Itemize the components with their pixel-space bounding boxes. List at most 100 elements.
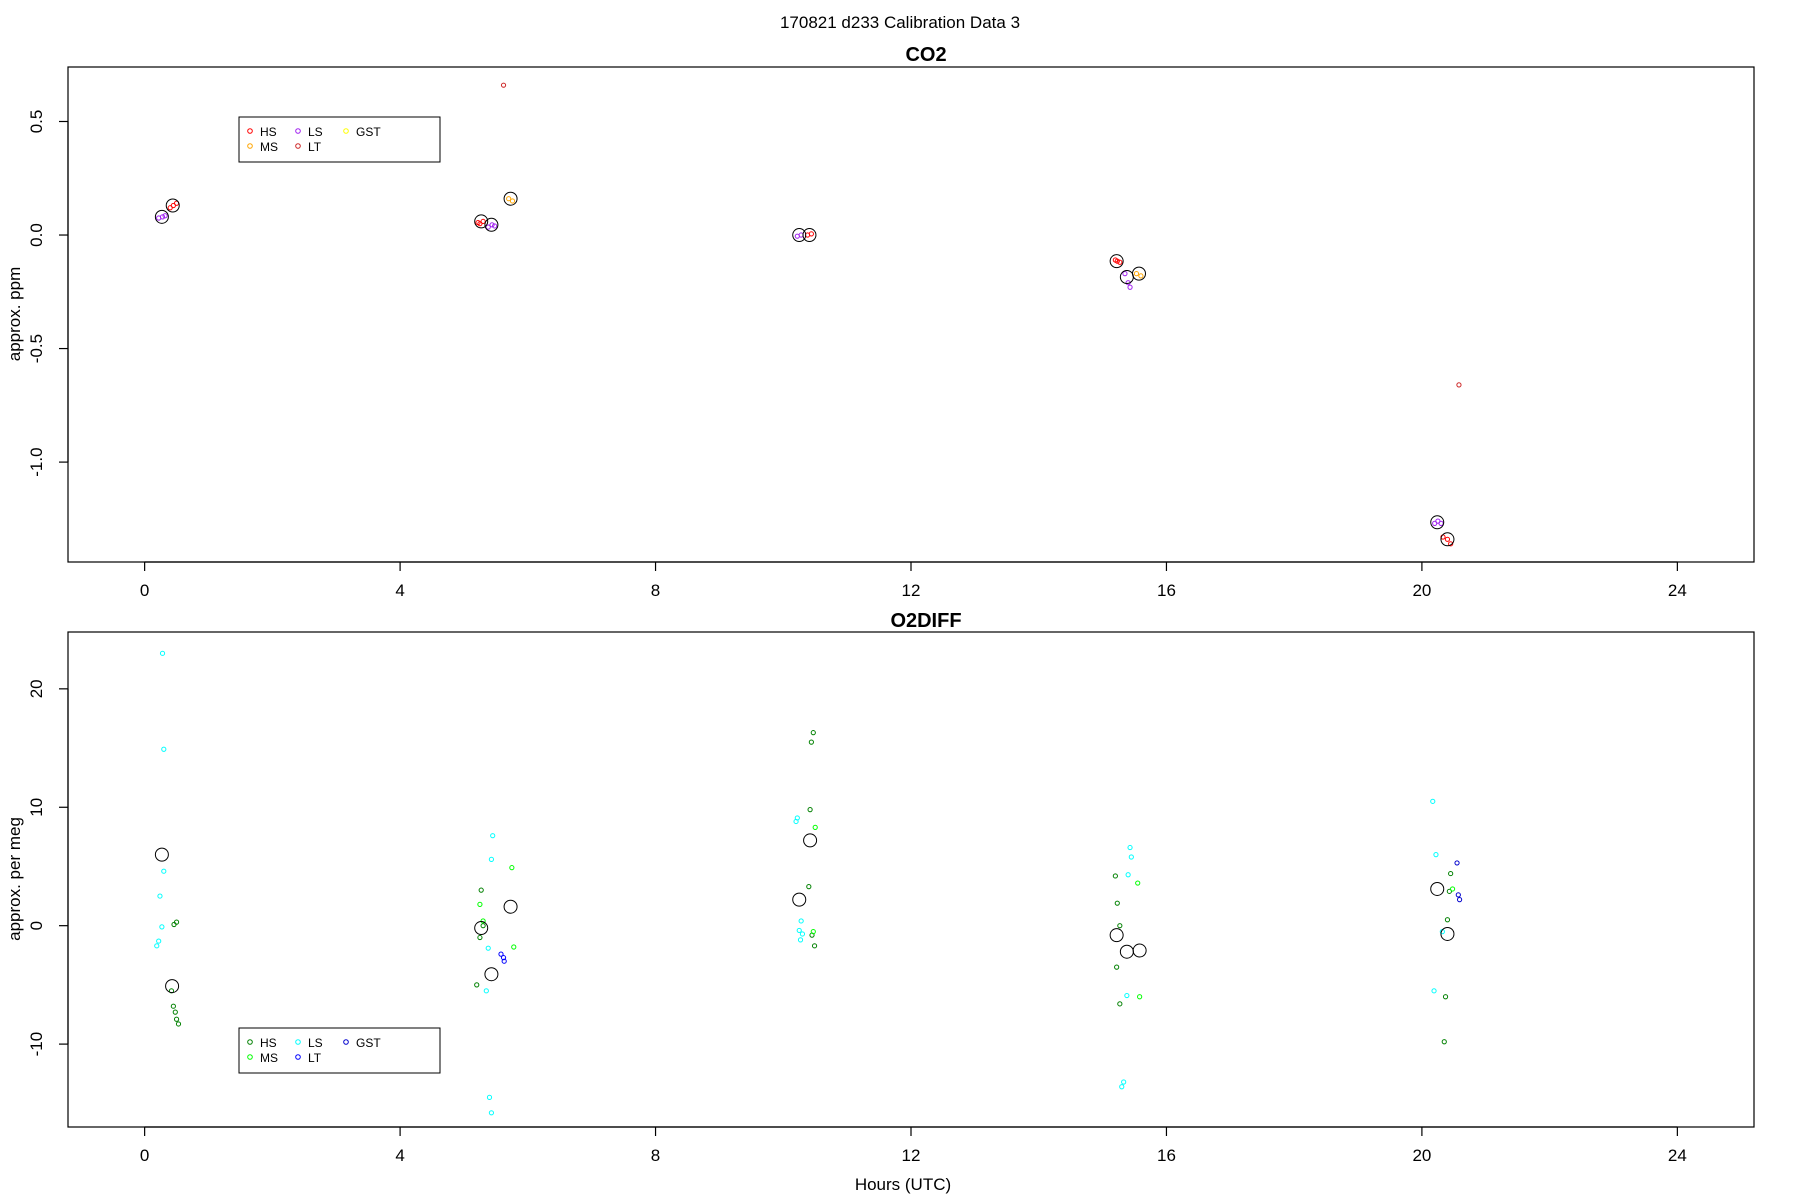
co2-legend-marker-ls <box>295 128 301 134</box>
o2diff-point-hs <box>478 887 484 893</box>
o2diff-point-lt <box>498 951 504 957</box>
o2diff-point-ls <box>793 818 799 825</box>
o2diff-legend-marker-hs <box>247 1039 253 1045</box>
co2-legend-marker-ms <box>247 143 253 149</box>
co2-point-mean <box>165 198 180 213</box>
co2-point-hs <box>1444 536 1451 542</box>
o2diff-point-ls <box>159 924 165 930</box>
co2-x-tick-label: 8 <box>651 581 660 600</box>
o2diff-point-ls <box>161 868 167 874</box>
co2-point-hs <box>1114 258 1120 264</box>
o2diff-point-hs <box>1441 1039 1447 1045</box>
o2diff-point-ls <box>483 988 489 994</box>
co2-point-ms <box>509 198 516 204</box>
co2-point-hs <box>477 221 483 227</box>
co2-y-axis-label: approx. ppm <box>5 267 24 362</box>
co2-legend-marker-hs <box>247 128 253 134</box>
o2diff-point-mean <box>1132 943 1147 958</box>
o2diff-point-ls <box>159 650 166 656</box>
o2diff-point-hs <box>474 982 480 988</box>
o2diff-point-hs <box>1114 964 1120 970</box>
co2-point-ls <box>489 222 495 228</box>
co2-point-ls <box>1438 520 1444 526</box>
co2-panel: CO2 0 4 8 12 16 20 24 -1.0 -0.5 0.0 0.5 approx. pp… <box>5 44 1755 600</box>
o2diff-point-gst <box>1454 860 1460 866</box>
co2-point-mean <box>1109 254 1124 269</box>
co2-y-tick-label: -1.0 <box>27 447 46 476</box>
co2-point-mean <box>503 191 518 206</box>
o2diff-point-hs <box>170 1003 176 1009</box>
o2diff-marks <box>154 650 1463 1116</box>
o2diff-point-mean <box>1430 881 1445 896</box>
o2diff-point-ls <box>1431 988 1437 994</box>
o2diff-point-gst <box>1455 892 1461 898</box>
o2diff-point-ms <box>509 865 515 871</box>
o2diff-point-ls <box>1124 992 1130 999</box>
co2-point-mean <box>792 228 807 243</box>
o2diff-point-ms <box>511 944 517 950</box>
o2diff-point-lt <box>501 958 507 964</box>
o2diff-point-ls <box>1125 872 1131 878</box>
o2diff-point-ls <box>1128 854 1134 860</box>
co2-x-tick-label: 20 <box>1412 581 1431 600</box>
o2diff-x-tick-label: 24 <box>1668 1146 1687 1165</box>
o2diff-point-ls <box>1433 852 1439 858</box>
o2diff-point-mean <box>154 847 169 862</box>
o2diff-y-tick-label: -10 <box>27 1032 46 1057</box>
o2diff-point-ls <box>485 945 491 951</box>
co2-legend-label-gst: GST <box>356 125 381 139</box>
co2-point-ls <box>159 214 166 220</box>
co2-point-ms <box>1138 273 1144 279</box>
o2diff-x-tick-label: 16 <box>1157 1146 1176 1165</box>
o2diff-x-axis-label: Hours (UTC) <box>855 1175 951 1194</box>
co2-point-lt <box>500 82 507 88</box>
co2-point-ls <box>492 223 498 229</box>
o2diff-panel: O2DIFF 0 4 8 12 16 20 24 -10 0 10 20 approx. per m… <box>5 610 1755 1194</box>
o2diff-point-ms <box>477 901 483 907</box>
o2diff-x-tick-label: 4 <box>395 1146 404 1165</box>
o2diff-point-ls <box>486 1094 493 1100</box>
o2diff-y-tick-label: 10 <box>27 798 46 817</box>
co2-point-mean <box>802 228 817 243</box>
o2diff-point-ls <box>1119 1084 1125 1090</box>
o2diff-point-hs <box>811 943 818 949</box>
co2-x-tick-label: 24 <box>1668 581 1687 600</box>
o2diff-x-tick-label: 20 <box>1412 1146 1431 1165</box>
o2diff-point-ms <box>1137 994 1143 1000</box>
o2diff-point-mean <box>803 833 818 848</box>
o2diff-point-mean <box>1109 928 1124 943</box>
co2-legend-label-ms: MS <box>260 140 278 154</box>
co2-axes: 0 4 8 12 16 20 24 -1.0 -0.5 0.0 0.5 <box>27 110 1687 600</box>
o2diff-point-lt <box>500 955 507 961</box>
co2-point-mean <box>1430 515 1445 530</box>
co2-point-mean <box>154 209 169 224</box>
o2diff-legend-label-ms: MS <box>260 1051 278 1065</box>
o2diff-legend-marker-gst <box>343 1039 349 1045</box>
o2diff-point-hs <box>1112 873 1118 879</box>
o2diff-point-hs <box>175 1021 182 1027</box>
co2-point-ls <box>162 213 168 219</box>
o2diff-point-ls <box>490 833 496 839</box>
o2diff-point-hs <box>807 807 813 813</box>
o2diff-legend-label-ls: LS <box>308 1036 323 1050</box>
o2diff-point-ls <box>797 937 804 943</box>
co2-legend-label-hs: HS <box>260 125 277 139</box>
o2diff-point-hs <box>171 921 177 928</box>
figure-title: 170821 d233 Calibration Data 3 <box>780 13 1020 32</box>
co2-legend-box <box>238 116 441 163</box>
o2diff-point-ls <box>799 931 806 937</box>
o2diff-point-hs <box>1117 923 1123 929</box>
o2diff-point-hs <box>172 1009 178 1015</box>
co2-point-ls <box>1122 271 1128 277</box>
co2-point-ms <box>1133 271 1140 277</box>
o2diff-point-hs <box>1114 900 1120 906</box>
co2-point-hs <box>1117 259 1123 265</box>
co2-point-mean <box>484 217 499 232</box>
o2diff-point-hs <box>810 730 816 736</box>
co2-legend-label-lt: LT <box>308 140 322 154</box>
o2diff-x-tick-label: 8 <box>651 1146 660 1165</box>
o2diff-point-ms <box>480 918 486 924</box>
o2diff-x-tick-label: 12 <box>902 1146 921 1165</box>
